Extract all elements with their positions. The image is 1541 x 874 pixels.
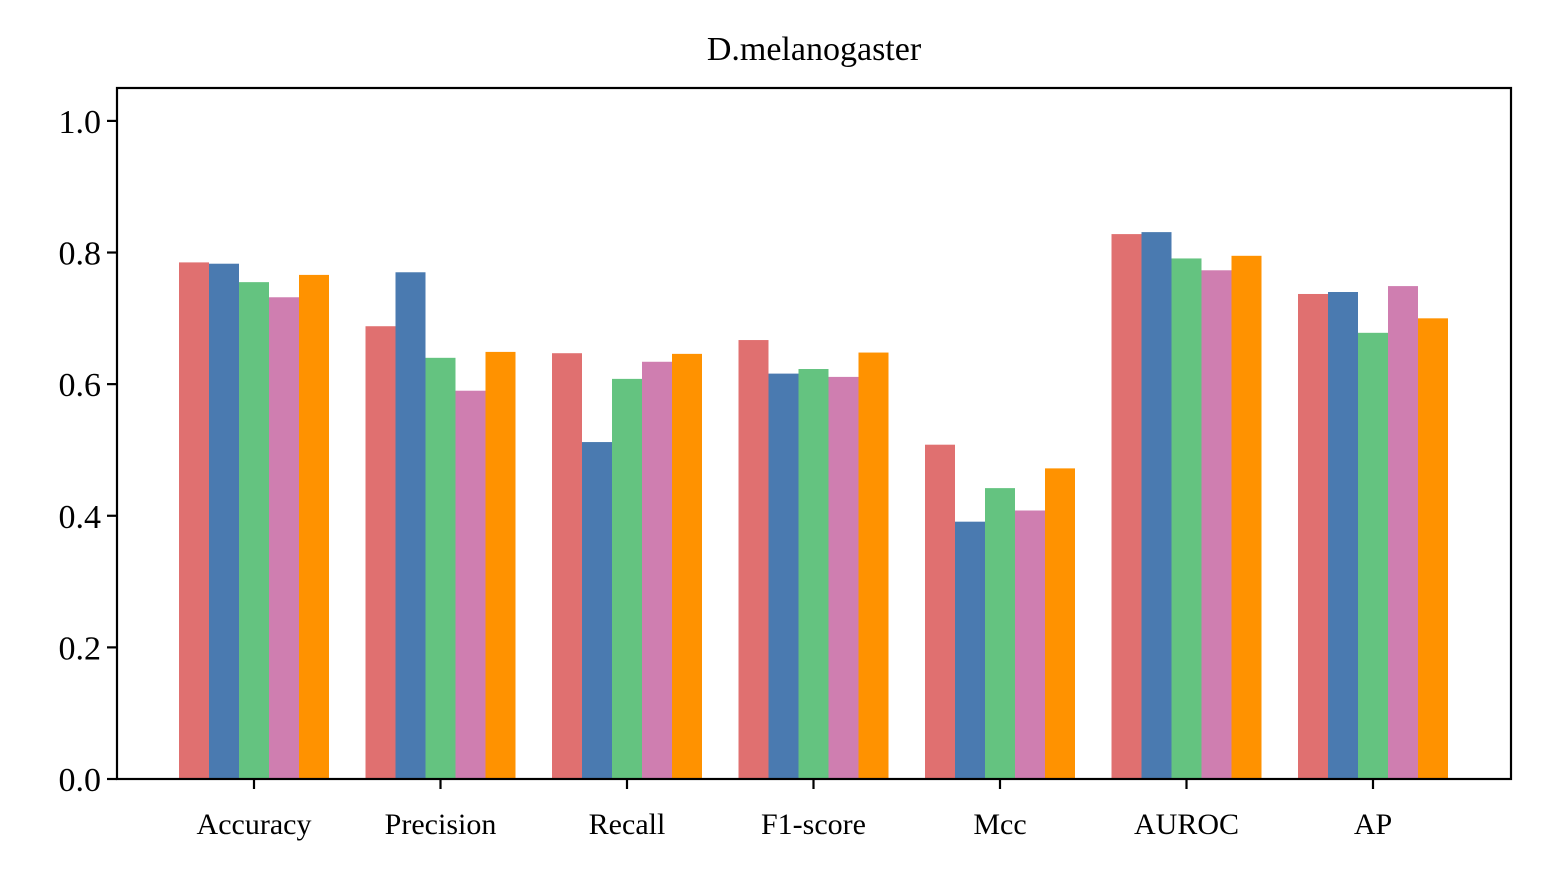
- bar-auroc-series-5: [1231, 255, 1262, 779]
- bar-accuracy-series-2: [209, 263, 239, 780]
- bar-auroc-series-2: [1141, 232, 1172, 779]
- bars-layer: [179, 232, 1448, 780]
- bar-f1-score-series-3: [798, 369, 829, 779]
- bar-ap-series-4: [1388, 286, 1418, 779]
- bar-accuracy-series-5: [299, 274, 329, 779]
- y-tick-label: 0.4: [59, 499, 102, 536]
- y-tick-label: 0.6: [59, 367, 102, 404]
- bar-recall-series-3: [612, 378, 642, 779]
- bar-auroc-series-4: [1201, 270, 1232, 779]
- plot-frame: [115, 86, 1513, 781]
- bar-mcc-series-5: [1045, 468, 1075, 779]
- y-tick-label: 0.2: [59, 630, 102, 667]
- bar-mcc-series-3: [985, 488, 1015, 779]
- y-tick-label: 0.0: [59, 762, 102, 799]
- y-axis: 0.0 0.2 0.4 0.6 0.8 1.0: [59, 104, 117, 799]
- bar-precision-series-5: [485, 351, 516, 779]
- x-tick-label: Accuracy: [197, 808, 312, 841]
- bar-ap-series-1: [1298, 293, 1328, 779]
- bar-ap-series-5: [1418, 318, 1448, 779]
- x-axis: Accuracy Precision Recall F1-score Mcc AUROC A…: [197, 779, 1392, 841]
- bar-recall-series-1: [552, 353, 582, 779]
- bar-recall-series-2: [582, 442, 612, 779]
- bar-f1-score-series-4: [828, 376, 859, 779]
- bar-mcc-series-2: [955, 521, 985, 779]
- y-tick-label: 1.0: [59, 104, 102, 141]
- bar-recall-series-4: [642, 361, 672, 779]
- bar-precision-series-3: [425, 357, 456, 779]
- bar-accuracy-series-4: [269, 297, 299, 779]
- bar-precision-series-2: [395, 272, 426, 779]
- x-tick-label: AUROC: [1134, 808, 1239, 841]
- bar-f1-score-series-2: [768, 373, 799, 779]
- bar-mcc-series-4: [1015, 510, 1045, 779]
- x-tick-label: AP: [1354, 808, 1392, 841]
- x-tick-label: F1-score: [761, 808, 866, 841]
- bar-ap-series-2: [1328, 292, 1358, 779]
- bar-f1-score-series-1: [738, 340, 769, 779]
- bar-auroc-series-1: [1111, 234, 1142, 780]
- x-tick-label: Recall: [589, 808, 666, 841]
- y-tick-label: 0.8: [59, 236, 102, 273]
- bar-auroc-series-3: [1171, 258, 1202, 779]
- bar-recall-series-5: [672, 353, 702, 779]
- bar-precision-series-4: [455, 390, 486, 779]
- x-tick-label: Precision: [385, 808, 497, 841]
- chart-title: D.melanogaster: [707, 31, 922, 68]
- bar-mcc-series-1: [925, 444, 955, 779]
- bar-f1-score-series-5: [858, 352, 889, 779]
- x-tick-label: Mcc: [973, 808, 1026, 841]
- bar-accuracy-series-1: [179, 262, 209, 779]
- bar-accuracy-series-3: [239, 282, 269, 779]
- bar-precision-series-1: [365, 326, 396, 779]
- bar-ap-series-3: [1358, 332, 1388, 779]
